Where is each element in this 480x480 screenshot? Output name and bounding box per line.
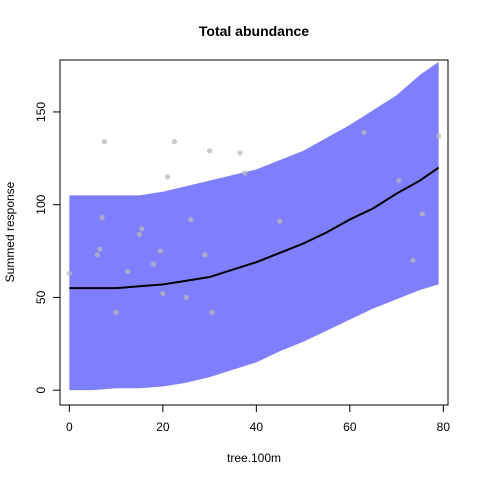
data-point: [277, 218, 283, 224]
x-tick-label: 20: [156, 420, 170, 434]
plot-area: [66, 61, 442, 391]
data-point: [150, 261, 157, 267]
data-point: [157, 248, 164, 254]
data-point: [99, 215, 105, 221]
data-point: [237, 150, 243, 156]
data-point: [202, 252, 208, 258]
data-point: [94, 252, 100, 258]
data-point: [436, 133, 442, 139]
data-point: [209, 309, 215, 315]
fitted-line: [69, 166, 440, 290]
x-tick-label: 80: [437, 420, 451, 434]
y-axis: 0 50 100 150: [34, 102, 61, 394]
y-tick-label: 0: [34, 387, 48, 394]
data-point: [361, 129, 367, 135]
data-point: [242, 170, 248, 176]
data-point: [188, 216, 194, 223]
y-axis-label: Summed response: [3, 181, 17, 282]
data-point: [171, 139, 178, 145]
x-tick-label: 60: [343, 420, 357, 434]
data-point: [410, 257, 416, 263]
data-point: [160, 291, 166, 297]
x-axis: 0 20 40 60 80: [66, 404, 451, 434]
x-tick-label: 40: [250, 420, 264, 434]
data-point: [139, 226, 145, 232]
y-tick-label: 50: [34, 290, 48, 304]
y-tick-label: 150: [34, 102, 48, 122]
y-tick-label: 100: [34, 194, 48, 214]
data-point: [97, 246, 103, 252]
data-point: [125, 268, 131, 275]
data-point: [164, 174, 171, 180]
x-tick-label: 0: [66, 420, 73, 434]
chart-title: Total abundance: [199, 23, 309, 39]
data-point: [183, 294, 189, 301]
x-axis-label: tree.100m: [227, 451, 281, 465]
data-point: [206, 148, 213, 154]
confidence-band: [69, 61, 439, 391]
data-point: [396, 177, 402, 184]
data-point: [113, 309, 119, 315]
data-point: [136, 231, 143, 237]
data-point: [66, 270, 72, 276]
data-point: [101, 139, 108, 145]
data-point: [419, 211, 425, 217]
